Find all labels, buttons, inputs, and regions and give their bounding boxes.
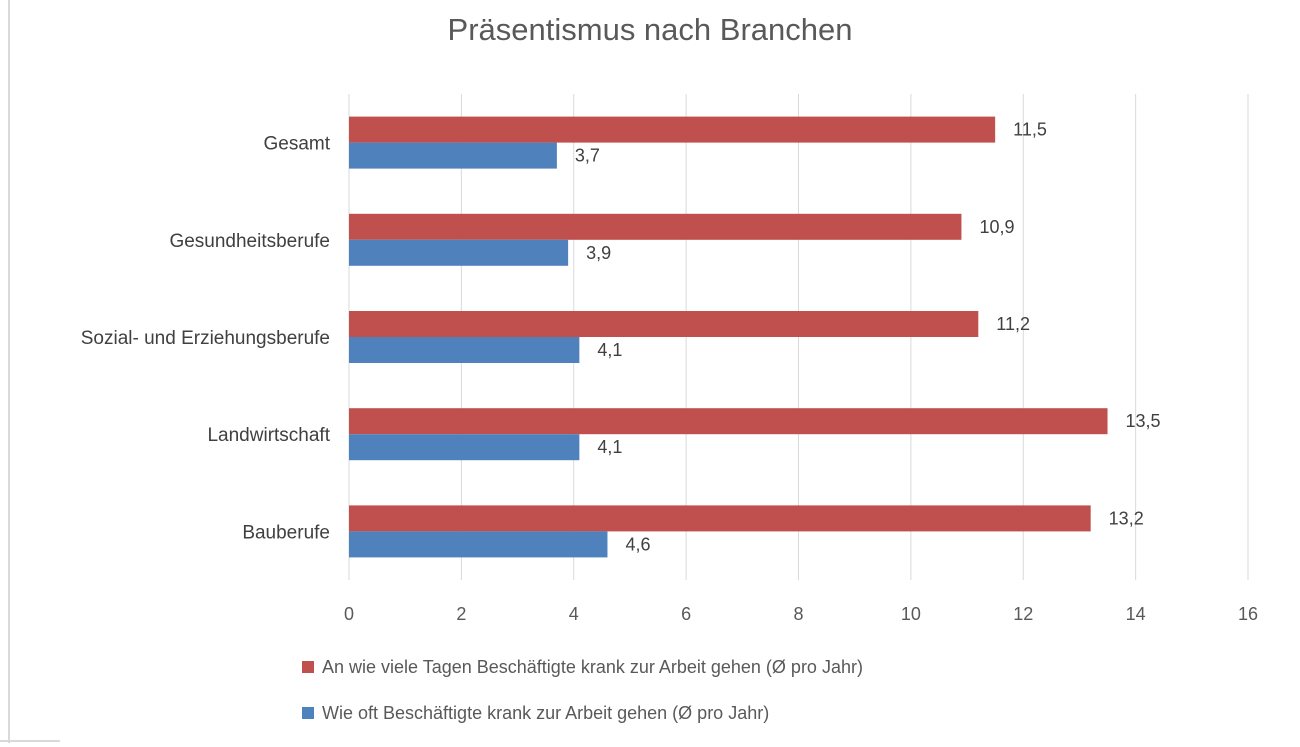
legend-item-days: An wie viele Tagen Beschäftigte krank zu… [302,655,863,679]
bar-days [349,116,996,143]
data-label: 3,9 [586,243,611,263]
chart-title: Präsentismus nach Branchen [447,12,853,47]
category-label: Landwirtschaft [207,425,330,446]
bar-frequency [349,337,580,363]
x-tick-label: 16 [1238,604,1258,624]
legend-swatch-frequency [302,707,314,719]
bar-frequency [349,531,608,558]
data-label: 4,1 [597,340,622,360]
data-label: 4,1 [597,437,622,457]
category-label: Gesundheitsberufe [169,231,330,252]
legend-label-days: An wie viele Tagen Beschäftigte krank zu… [322,656,863,677]
data-label: 3,7 [575,146,600,166]
x-tick-label: 14 [1126,604,1146,624]
x-tick-label: 12 [1013,604,1033,624]
x-tick-label: 2 [456,604,466,624]
bottom-border [0,740,60,742]
data-label: 10,9 [979,217,1014,237]
chart-legend: An wie viele Tagen Beschäftigte krank zu… [302,655,863,747]
x-tick-label: 6 [681,604,691,624]
bar-days [349,408,1108,435]
category-label: Sozial- und Erziehungsberufe [81,328,330,349]
legend-label-frequency: Wie oft Beschäftigte krank zur Arbeit ge… [322,702,770,723]
x-tick-label: 0 [344,604,354,624]
data-label: 11,2 [996,314,1030,334]
data-label: 13,5 [1126,411,1161,431]
x-tick-label: 10 [901,604,921,624]
x-tick-label: 4 [569,604,579,624]
data-label: 13,2 [1109,508,1144,528]
data-label: 11,5 [1013,120,1047,140]
bar-days [349,213,962,240]
data-label: 4,6 [625,534,650,554]
x-tick-label: 8 [793,604,803,624]
legend-swatch-days [302,661,314,673]
category-label: Gesamt [263,134,330,155]
bar-days [349,311,979,337]
category-label: Bauberufe [242,522,330,543]
left-border [8,0,10,743]
bar-days [349,505,1091,532]
bar-frequency [349,434,580,461]
bar-frequency [349,239,569,266]
bar-frequency [349,142,557,169]
legend-item-frequency: Wie oft Beschäftigte krank zur Arbeit ge… [302,701,863,725]
